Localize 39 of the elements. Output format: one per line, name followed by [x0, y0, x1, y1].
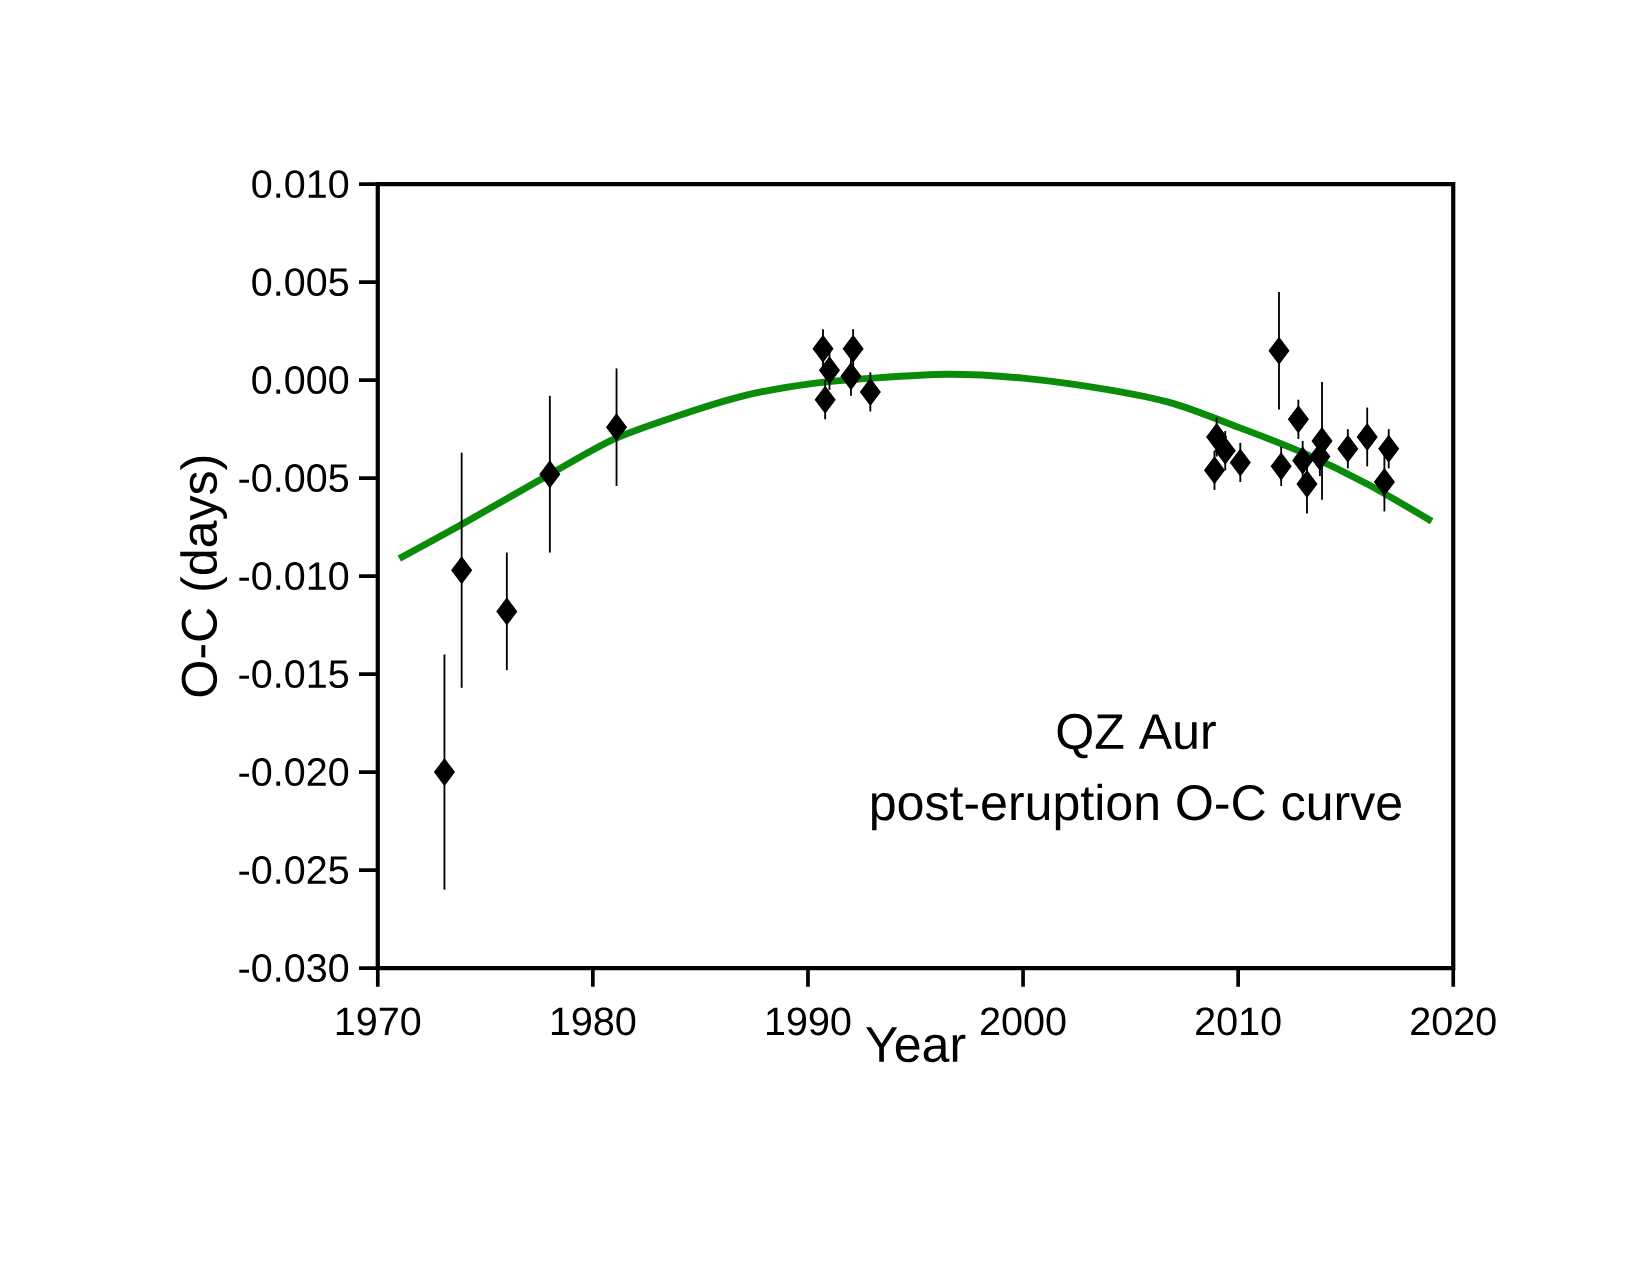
x-tick-label: 2010 [1196, 1007, 1281, 1036]
point [1356, 423, 1378, 451]
y-axis-title: O-C (days) [180, 456, 227, 697]
point [496, 597, 518, 625]
point [859, 377, 881, 406]
x-tick-label: 2000 [981, 1007, 1066, 1036]
y-tick-label: -0.010 [239, 561, 349, 590]
annotation: QZ Aur [1057, 713, 1216, 759]
point [434, 758, 455, 786]
x-tick-label: 2020 [1411, 1007, 1496, 1036]
y-tick-label: -0.020 [239, 757, 349, 786]
y-tick-label: 0.000 [252, 365, 349, 394]
y-tick-label: -0.030 [239, 953, 349, 982]
y-tick-label: -0.005 [239, 463, 349, 492]
point [814, 385, 836, 414]
x-axis-title: Year [866, 1027, 966, 1063]
annotation: post-eruption O-C curve [871, 783, 1401, 831]
point [1204, 456, 1225, 484]
point [1296, 470, 1318, 498]
point [1229, 448, 1251, 476]
point [1287, 405, 1309, 433]
point [1268, 336, 1290, 365]
point [819, 356, 840, 384]
x-tick-label: 1980 [551, 1007, 636, 1036]
x-tick-label: 1990 [767, 1007, 851, 1036]
point [1378, 434, 1400, 463]
point [1374, 468, 1395, 496]
x-tick-label: 1970 [336, 1007, 421, 1036]
point [1337, 434, 1359, 463]
point [539, 460, 561, 488]
y-tick-label: 0.005 [252, 267, 349, 296]
point [840, 362, 862, 390]
y-tick-label: -0.015 [239, 659, 349, 688]
y-tick-label: -0.025 [239, 855, 349, 884]
point [1270, 452, 1292, 480]
point [812, 334, 834, 363]
y-tick-label: 0.010 [252, 169, 349, 198]
point [451, 556, 473, 584]
point [606, 413, 627, 441]
